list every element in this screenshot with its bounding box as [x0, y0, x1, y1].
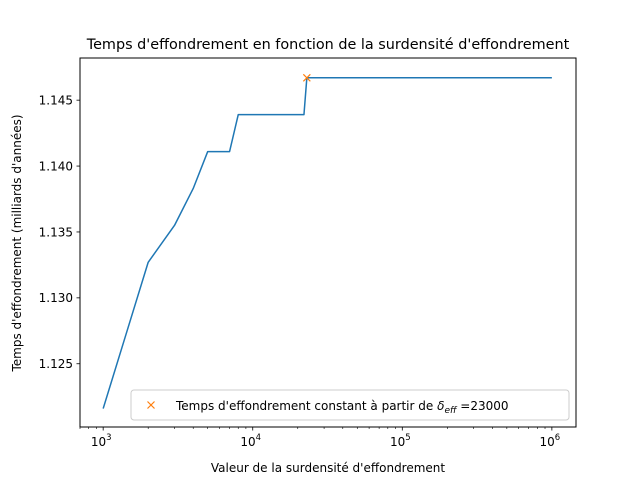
y-tick-label: 1.140	[39, 159, 73, 173]
y-axis-ticks: 1.125 1.130 1.135 1.140 1.145	[39, 93, 80, 371]
chart-title: Temps d'effondrement en fonction de la s…	[86, 37, 570, 53]
scatter-point	[302, 73, 311, 82]
x-tick-exponent: 6	[555, 433, 560, 443]
legend-label: Temps d'effondrement constant à partir d…	[175, 399, 509, 416]
legend-delta-subscript: eff	[444, 406, 458, 416]
plot-frame	[79, 57, 577, 428]
x-tick-base: 10	[390, 435, 405, 449]
x-tick-exponent: 5	[405, 433, 410, 443]
x-tick-label: 104	[240, 433, 261, 449]
y-tick-label: 1.145	[39, 93, 73, 107]
plot-series	[102, 73, 552, 409]
y-axis-label: Temps d'effondrement (milliards d'années…	[10, 114, 24, 372]
x-tick-label: 105	[390, 433, 411, 449]
x-tick-base: 10	[91, 435, 106, 449]
x-tick-base: 10	[540, 435, 555, 449]
x-tick-exponent: 3	[106, 433, 111, 443]
x-tick-exponent: 4	[256, 433, 261, 443]
x-tick-label: 106	[540, 433, 561, 449]
y-tick-label: 1.135	[39, 225, 73, 239]
y-tick-label: 1.130	[39, 291, 73, 305]
x-tick-base: 10	[240, 435, 255, 449]
legend-text-after: =23000	[456, 399, 508, 413]
legend-marker-x	[147, 401, 155, 409]
x-axis-ticks: 103 104 105 106	[79, 427, 561, 449]
x-tick-label: 103	[91, 433, 112, 449]
x-axis-label: Valeur de la surdensité d'effondrement	[211, 461, 446, 475]
legend-delta-symbol: δ	[437, 399, 444, 413]
series-line	[102, 77, 552, 409]
legend: Temps d'effondrement constant à partir d…	[130, 389, 570, 421]
legend-x-symbol	[147, 401, 155, 409]
legend-box	[130, 389, 570, 421]
legend-text-before: Temps d'effondrement constant à partir d…	[175, 399, 437, 413]
y-tick-label: 1.125	[39, 357, 73, 371]
